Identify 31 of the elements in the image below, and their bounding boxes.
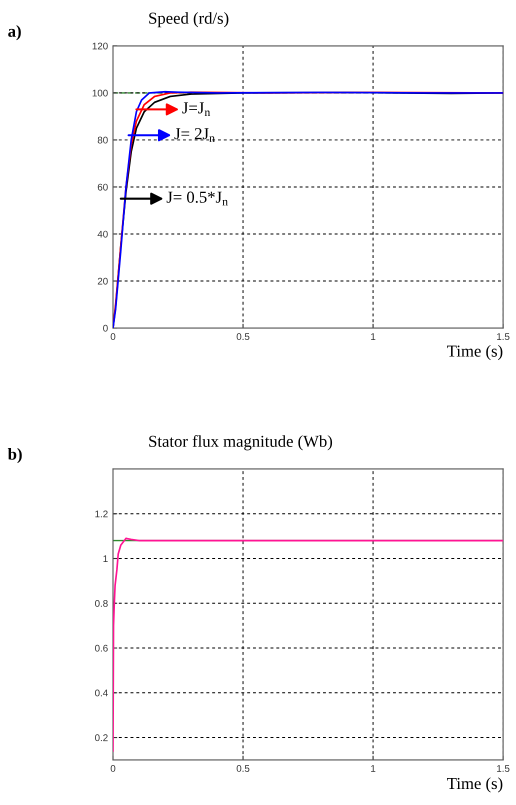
y-tick-label: 0.4 — [95, 690, 108, 696]
y-tick-label: 20 — [98, 278, 108, 285]
line-series — [113, 538, 504, 752]
y-tick-label: 80 — [98, 136, 108, 144]
text: a) — [8, 25, 21, 40]
chart-title: Speed (rd/s) — [149, 12, 228, 28]
x-tick-label: 0 — [110, 333, 116, 340]
y-tick-label: 1 — [103, 555, 108, 562]
y-tick-label: 0.8 — [95, 600, 108, 607]
x-axis-title: Time (s) — [447, 777, 502, 792]
y-tick-label: 0 — [103, 324, 108, 332]
text: b) — [8, 448, 22, 464]
y-tick-label: 60 — [98, 184, 108, 191]
chart-title: Stator flux magnitude (Wb) — [149, 435, 332, 450]
annotation: J= 2J$_{n}$ — [174, 128, 215, 142]
y-tick-label: 100 — [92, 90, 108, 97]
x-tick-label: 0.5 — [236, 333, 250, 340]
x-tick-label: 0 — [110, 765, 116, 772]
x-tick-label: 1.5 — [497, 765, 510, 772]
annotation: J=J$_{n}$ — [182, 102, 210, 116]
y-tick-label: 40 — [98, 230, 108, 238]
x-tick-label: 1 — [371, 765, 376, 772]
y-tick-label: 0.2 — [95, 734, 108, 742]
y-tick-label: 120 — [92, 42, 108, 50]
x-tick-label: 1 — [371, 333, 376, 340]
x-axis-title: Time (s) — [447, 344, 502, 360]
y-tick-label: 0.6 — [95, 644, 108, 652]
x-tick-label: 1.5 — [497, 333, 510, 340]
x-tick-label: 0.5 — [236, 765, 250, 772]
annotation: J= 0.5*J$_{n}$ — [166, 192, 228, 206]
y-tick-label: 1.2 — [95, 510, 108, 518]
